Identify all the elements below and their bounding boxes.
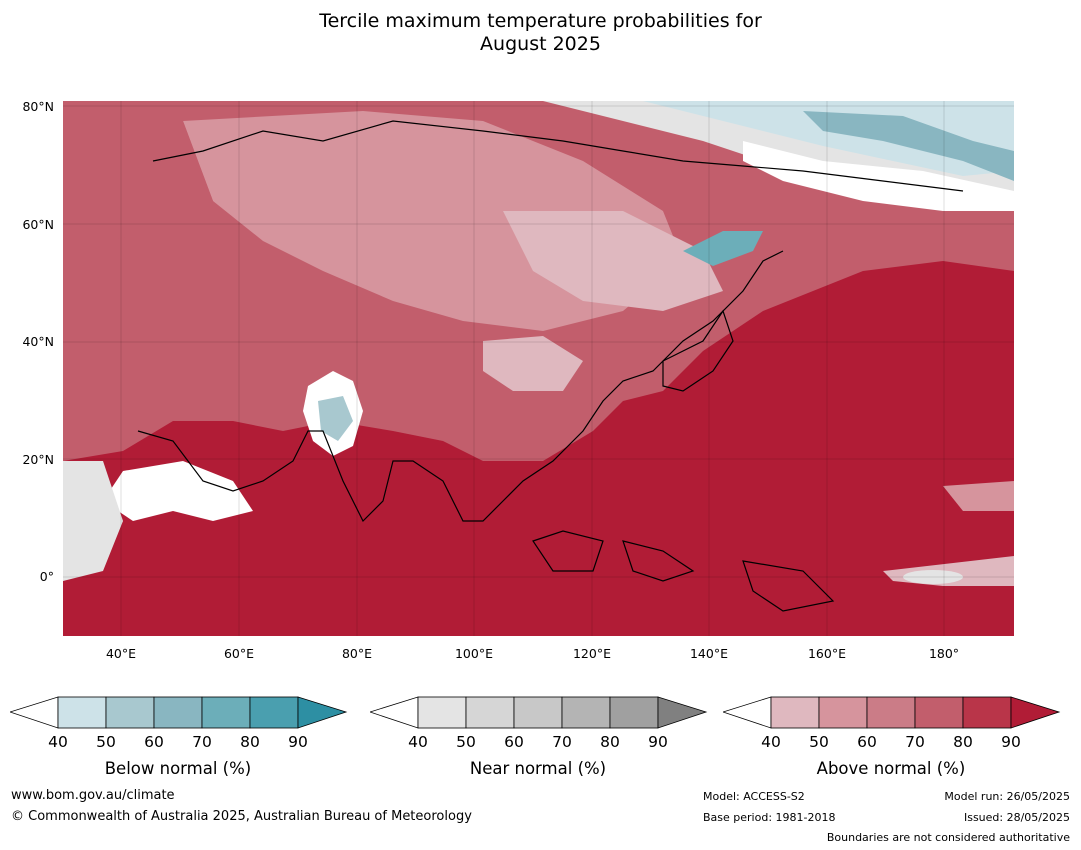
east-africa-near <box>63 461 123 581</box>
lon-label-40e: 40°E <box>105 646 137 661</box>
near-tick: 70 <box>552 733 572 751</box>
coastlines <box>137 120 964 612</box>
colorbar-above-cell <box>770 696 820 729</box>
below-tick: 70 <box>192 733 212 751</box>
east-siberia-white <box>743 141 1014 211</box>
title-line-1: Tercile maximum temperature probabilitie… <box>319 10 762 32</box>
title-line-2: August 2025 <box>480 33 601 55</box>
footer-url[interactable]: www.bom.gov.au/climate <box>11 788 175 803</box>
above-tick: 50 <box>809 733 829 751</box>
colorbar-above-cell <box>962 696 1012 729</box>
colorbar-above-title: Above normal (%) <box>816 759 966 778</box>
colorbar-above-cell <box>866 696 916 729</box>
colorbar-below-cell <box>201 696 251 729</box>
colorbar-below-cell <box>105 696 155 729</box>
lon-label-100e: 100°E <box>454 646 493 661</box>
below-tick: 80 <box>240 733 260 751</box>
colorbar-below-min-arrow <box>10 696 59 729</box>
above-tick: 70 <box>905 733 925 751</box>
colorbar-below-cell <box>153 696 203 729</box>
china-above-40 <box>483 336 583 391</box>
colorbar-below-normal <box>10 696 348 729</box>
probability-map <box>63 101 1014 636</box>
colorbar-near-cell <box>465 696 515 729</box>
lon-label-140e: 140°E <box>689 646 728 661</box>
colorbar-below-max-arrow <box>297 696 348 729</box>
near-tick: 60 <box>504 733 524 751</box>
colorbar-below-cell <box>249 696 299 729</box>
lon-label-120e: 120°E <box>572 646 611 661</box>
near-tick: 80 <box>600 733 620 751</box>
europe-above-70 <box>63 121 213 241</box>
colorbar-below-cell <box>57 696 107 729</box>
colorbar-near-title: Near normal (%) <box>469 759 607 778</box>
near-tick: 50 <box>456 733 476 751</box>
below-tick: 40 <box>48 733 68 751</box>
lon-label-80e: 80°E <box>341 646 373 661</box>
central-asia-above-40 <box>503 211 723 311</box>
lat-label-80n: 80°N <box>22 99 54 114</box>
colorbar-above-cell <box>818 696 868 729</box>
colorbar-near-cell <box>561 696 611 729</box>
above-tick: 60 <box>857 733 877 751</box>
pacific-near <box>903 570 963 584</box>
below-tick: 60 <box>144 733 164 751</box>
colorbar-near-max-arrow <box>657 696 708 729</box>
north-pacific-above-50 <box>943 481 1014 511</box>
lat-label-0: 0° <box>39 569 54 584</box>
footer-issued: Issued: 28/05/2025 <box>963 811 1070 824</box>
okhotsk-below <box>683 231 763 266</box>
lat-label-40n: 40°N <box>22 334 54 349</box>
horn-africa-white <box>103 461 253 521</box>
india-below <box>318 396 353 441</box>
arctic-below-60 <box>803 111 1014 181</box>
footer-copyright: © Commonwealth of Australia 2025, Austra… <box>11 809 472 824</box>
footer-base-period: Base period: 1981-2018 <box>703 811 836 824</box>
lat-label-60n: 60°N <box>22 217 54 232</box>
graticule <box>63 101 1014 636</box>
lon-label-180: 180° <box>928 646 960 661</box>
above-tick: 90 <box>1001 733 1021 751</box>
near-tick: 40 <box>408 733 428 751</box>
lat-label-20n: 20°N <box>22 452 54 467</box>
colorbar-above-normal <box>723 696 1061 729</box>
footer-model-run: Model run: 26/05/2025 <box>944 790 1070 803</box>
arctic-below-40 <box>643 101 1014 176</box>
footer-disclaimer: Boundaries are not considered authoritat… <box>826 831 1070 844</box>
map-title: Tercile maximum temperature probabilitie… <box>0 10 1081 56</box>
below-tick: 50 <box>96 733 116 751</box>
colorbar-near-cell <box>513 696 563 729</box>
colorbar-near-cell <box>609 696 659 729</box>
colorbar-above-cell <box>914 696 964 729</box>
near-tick: 90 <box>648 733 668 751</box>
colorbar-near-normal <box>370 696 708 729</box>
colorbar-near-cell <box>417 696 467 729</box>
lon-label-60e: 60°E <box>223 646 255 661</box>
lon-label-160e: 160°E <box>807 646 846 661</box>
above-tick: 40 <box>761 733 781 751</box>
colorbar-above-min-arrow <box>723 696 772 729</box>
footer-model: Model: ACCESS-S2 <box>703 790 805 803</box>
colorbar-below-title: Below normal (%) <box>104 759 252 778</box>
colorbar-above-max-arrow <box>1010 696 1061 729</box>
colorbar-near-min-arrow <box>370 696 419 729</box>
above-tick: 80 <box>953 733 973 751</box>
below-tick: 90 <box>288 733 308 751</box>
